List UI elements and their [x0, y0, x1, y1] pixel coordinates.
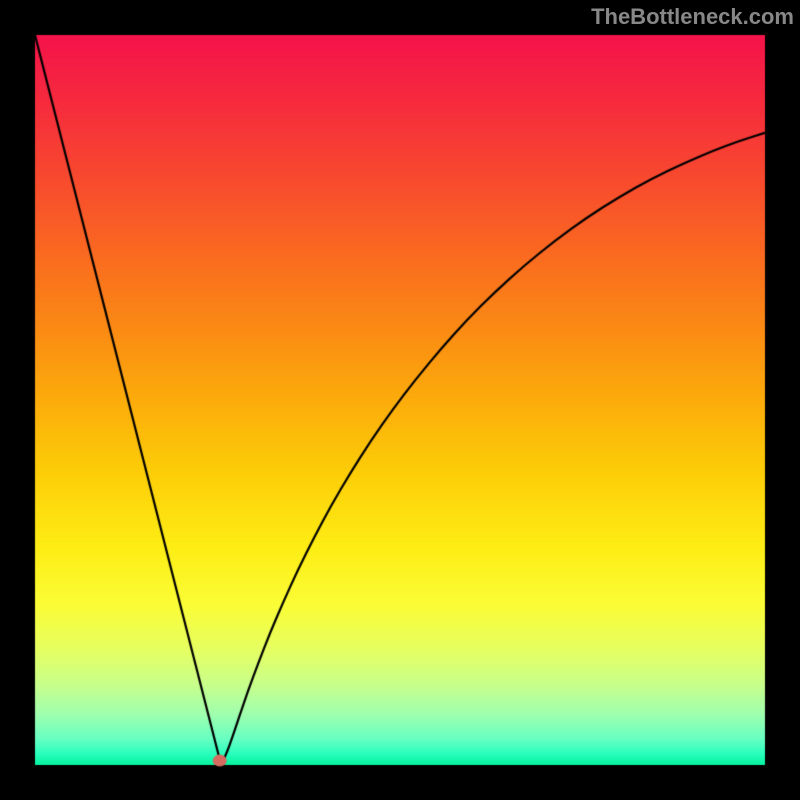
chart-container: TheBottleneck.com	[0, 0, 800, 800]
bottleneck-chart	[0, 0, 800, 800]
